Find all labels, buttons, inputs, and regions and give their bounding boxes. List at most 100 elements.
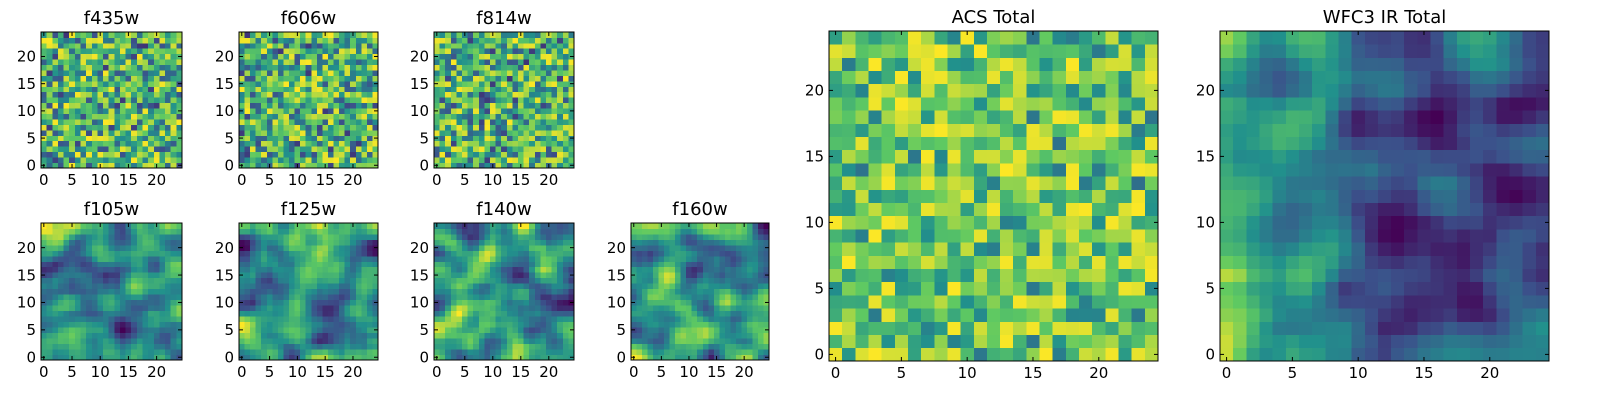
heatmap-cell [322,228,329,235]
heatmap-cell [289,146,295,153]
heatmap-cell [344,283,351,290]
heatmap-cell [669,261,676,268]
heatmap-cell [1000,308,1014,322]
heatmap-cell [842,321,856,335]
heatmap-cell [159,124,166,131]
heatmap-cell [439,261,446,268]
heatmap-cell [366,294,373,301]
heatmap-cell [691,327,698,333]
heatmap-cell [283,233,290,240]
heatmap-cell [456,305,463,312]
heatmap-cell [52,327,59,333]
heatmap-cell [311,140,318,147]
heatmap-cell [244,228,251,235]
heatmap-cell [80,294,87,301]
heatmap-cell [57,135,64,142]
heatmap-cell [294,283,301,290]
heatmap-cell [719,277,726,284]
heatmap-cell [272,140,279,147]
heatmap-cell [529,113,536,120]
heatmap-cell [473,91,480,98]
heatmap-cell [86,162,93,169]
heatmap-cell [103,321,110,328]
heatmap-cell [46,332,53,339]
heatmap-cell [713,327,720,333]
heatmap-cell [366,48,373,55]
heatmap-cell [467,146,474,153]
heatmap-cell [283,272,290,279]
heatmap-cell [80,283,87,290]
heatmap-cell [119,228,126,235]
heatmap-cell [467,277,474,284]
heatmap-cell [562,233,569,240]
heatmap-cell [546,327,552,333]
heatmap-cell [473,75,480,82]
heatmap-cell [557,64,564,71]
heatmap-cell [165,157,172,163]
heatmap-cell [316,228,323,235]
heatmap-cell [57,157,64,163]
heatmap-cell [361,53,368,60]
heatmap-cell [445,316,452,323]
heatmap-cell [523,113,530,120]
heatmap-cell [518,244,524,251]
heatmap-cell [562,119,569,125]
heatmap-cell [103,228,110,235]
heatmap-cell [305,75,312,82]
heatmap-cell [344,124,351,131]
heatmap-cell [63,135,70,142]
heatmap-cell [647,343,654,350]
heatmap-cell [518,299,524,306]
heatmap-cell [907,347,922,362]
heatmap-cell [501,97,508,104]
heatmap-cell [327,119,334,125]
heatmap-cell [41,75,48,82]
heatmap-cell [540,59,547,66]
heatmap-cell [289,283,295,290]
heatmap-cell [473,80,480,87]
heatmap-cell [289,64,295,71]
heatmap-cell [1105,255,1119,269]
heatmap-cell [69,146,76,153]
heatmap-cell [86,124,93,131]
heatmap-cell [148,223,155,229]
heatmap-cell [478,124,485,131]
heatmap-cell [333,299,340,306]
heatmap-cell [165,48,172,55]
heatmap-cell [568,32,575,38]
heatmap-cell [108,91,115,98]
heatmap-cell [97,228,104,235]
heatmap-cell [467,97,474,104]
heatmap-cell [159,129,166,136]
heatmap-cell [91,321,98,328]
heatmap-cell [339,343,346,350]
heatmap-cell [57,70,64,76]
heatmap-cell [495,102,502,109]
heatmap-cell [322,135,329,142]
heatmap-cell [300,102,307,109]
heatmap-cell [289,162,295,169]
heatmap-cell [361,299,368,306]
heatmap-cell [125,86,132,93]
heatmap-cell [69,299,76,306]
heatmap-cell [165,228,172,235]
heatmap-cell [176,223,183,229]
heatmap-cell [529,140,536,147]
heatmap-cell [289,277,295,284]
heatmap-cell [523,294,530,301]
heatmap-cell [719,233,726,240]
heatmap-cell [272,321,279,328]
heatmap-cell [361,64,368,71]
heatmap-cell [730,305,737,312]
heatmap-cell [339,59,346,66]
heatmap-cell [170,119,177,125]
heatmap-cell [501,80,508,87]
heatmap-cell [239,277,245,284]
heatmap-cell [125,48,132,55]
heatmap-cell [250,102,257,109]
heatmap-cell [97,91,104,98]
heatmap-cell [653,349,659,355]
heatmap-cell [361,261,368,268]
heatmap-cell [327,162,334,169]
heatmap-cell [333,244,340,251]
